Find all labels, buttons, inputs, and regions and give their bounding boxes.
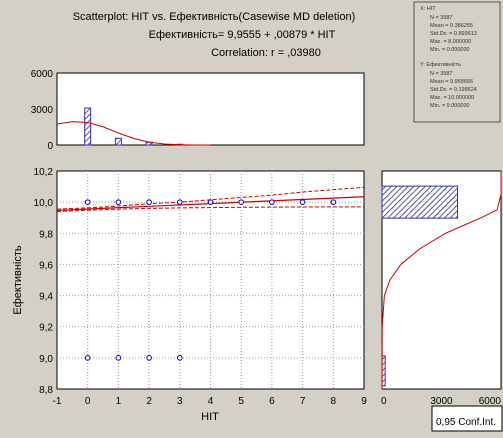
stats-y-line: Mean = 9.958666 — [430, 79, 473, 85]
chart-title: Scatterplot: НІТ vs. Ефективність(Casewi… — [73, 11, 356, 23]
stats-x-line: Std.Dv. = 0.899613 — [430, 31, 477, 37]
x-tick-label: 8 — [331, 396, 337, 407]
top-hist-bar — [114, 137, 122, 146]
x-tick-label: 1 — [116, 396, 122, 407]
x-tick-label: -1 — [53, 396, 62, 407]
confint-legend-box — [431, 405, 503, 432]
x-tick-label: 2 — [146, 396, 152, 407]
scatter-point — [177, 199, 183, 205]
top-histogram-panel — [56, 72, 365, 146]
scatter-point — [177, 355, 183, 361]
top-hist-tick-label: 3000 — [31, 105, 54, 116]
stats-y-line: Min. = 9.000000 — [430, 103, 470, 109]
scatter-points — [84, 199, 337, 361]
conf-band-lower — [56, 206, 364, 212]
right-hist-tick-label: 6000 — [479, 396, 502, 407]
scatter-point — [115, 355, 122, 361]
x-tick-label: 9 — [361, 396, 367, 407]
scatter-point — [146, 199, 152, 205]
x-tick-label: 4 — [208, 396, 214, 407]
stats-x-line: Mean = 0.386255 — [430, 23, 473, 29]
x-tick-label: 6 — [269, 396, 275, 407]
y-tick-label: 10,2 — [34, 167, 54, 178]
right-hist-tick-label: 3000 — [430, 396, 453, 407]
scatter-point — [299, 199, 306, 205]
scatter-point — [84, 355, 91, 361]
scatter-point — [115, 199, 122, 205]
right-hist-bar — [381, 185, 459, 219]
scatter-point — [84, 199, 91, 205]
stats-x-line: Max. = 8.000000 — [430, 39, 471, 45]
x-axis-title: НІТ — [201, 411, 219, 423]
y-tick-label: 9,2 — [39, 323, 53, 334]
right-hist-tick-label: 0 — [381, 396, 387, 407]
x-tick-labels: -1 0 1 2 3 4 5 6 7 8 9 — [53, 396, 368, 407]
top-histogram: 0 3000 6000 — [31, 69, 211, 152]
top-hist-tick-label: 0 — [47, 141, 53, 152]
y-tick-label: 9,4 — [39, 292, 53, 303]
y-axis-title: Ефективність — [12, 245, 24, 315]
descriptive-stats-box: X: НІТ N = 3987 Mean = 0.386255 Std.Dv. … — [413, 1, 501, 123]
x-tick-label: 7 — [300, 396, 306, 407]
x-tick-label: 3 — [177, 396, 183, 407]
right-histogram: 0 3000 6000 — [381, 171, 502, 407]
right-hist-normal-curve — [381, 171, 502, 390]
y-tick-label: 9,0 — [39, 354, 53, 365]
stats-x-line: N = 3987 — [430, 15, 452, 21]
y-tick-label: 9,8 — [39, 229, 53, 240]
top-hist-bar — [84, 107, 92, 146]
stats-y-line: Max. = 10.000000 — [430, 95, 474, 101]
scatter-point — [207, 199, 214, 205]
scatter-point — [269, 199, 275, 205]
stats-y-line: Std.Dv. = 0.198624 — [430, 87, 477, 93]
stats-x-line: Min. = 0.000000 — [430, 47, 470, 53]
scatter-point — [330, 199, 337, 205]
stats-y-name: Y: Ефективність — [420, 62, 461, 68]
stats-x-name: X: НІТ — [420, 6, 436, 12]
scatter-point — [238, 199, 244, 205]
regression-equation: Ефективність= 9,9555 + ,00879 * НІТ — [149, 29, 336, 41]
confint-legend-label: 0,95 Conf.Int. — [436, 417, 496, 428]
y-tick-labels: 8,8 9,0 9,2 9,4 9,6 9,8 10,0 10,2 — [34, 167, 54, 396]
y-tick-label: 9,6 — [39, 260, 53, 271]
x-tick-label: 5 — [238, 396, 244, 407]
top-hist-tick-label: 6000 — [31, 69, 54, 80]
scatter-point — [146, 355, 152, 361]
stats-y-line: N = 3987 — [430, 71, 452, 77]
x-tick-label: 0 — [85, 396, 91, 407]
correlation-label: Correlation: r = ,03980 — [211, 47, 321, 59]
y-tick-label: 8,8 — [39, 385, 53, 396]
y-tick-label: 10,0 — [34, 198, 54, 209]
top-hist-normal-curve — [56, 121, 211, 146]
